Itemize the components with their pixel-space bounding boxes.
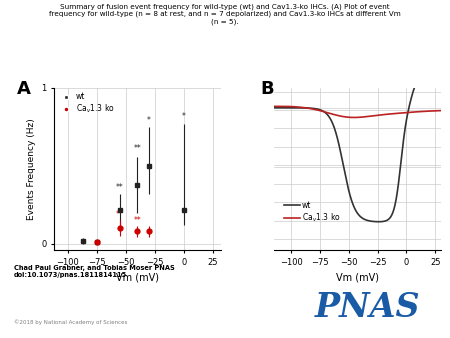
Text: Summary of fusion event frequency for wild-type (wt) and Cav1.3-ko IHCs. (A) Plo: Summary of fusion event frequency for wi… [49, 3, 401, 25]
Text: **: ** [134, 144, 141, 153]
Text: A: A [17, 80, 31, 98]
Text: **: ** [116, 210, 124, 219]
Text: Chad Paul Grabner, and Tobias Moser PNAS
doi:10.1073/pnas.1811814115: Chad Paul Grabner, and Tobias Moser PNAS… [14, 265, 174, 278]
Legend: wt, Ca$_v$1.3 ko: wt, Ca$_v$1.3 ko [281, 198, 344, 227]
Text: **: ** [116, 184, 124, 192]
X-axis label: Vm (mV): Vm (mV) [336, 272, 379, 282]
Y-axis label: Events Frequency (Hz): Events Frequency (Hz) [27, 118, 36, 220]
Text: B: B [261, 80, 274, 98]
Text: *: * [147, 116, 151, 125]
Text: *: * [182, 112, 186, 121]
Text: PNAS: PNAS [315, 291, 421, 324]
X-axis label: Vm (mV): Vm (mV) [116, 272, 159, 282]
Text: ©2018 by National Academy of Sciences: ©2018 by National Academy of Sciences [14, 319, 127, 325]
Text: **: ** [134, 216, 141, 225]
Legend: wt, Ca$_v$1.3 ko: wt, Ca$_v$1.3 ko [58, 92, 116, 116]
